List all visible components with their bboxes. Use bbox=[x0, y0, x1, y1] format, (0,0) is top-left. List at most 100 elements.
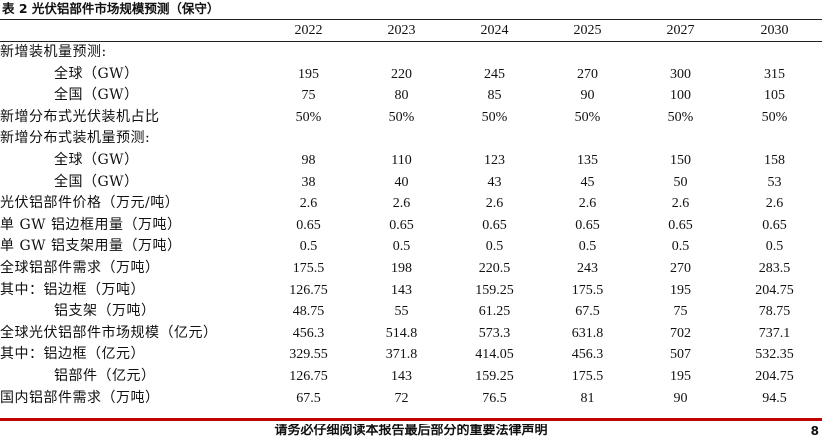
row-label: 国内铝部件需求（万吨） bbox=[0, 389, 160, 406]
table-cell: 245 bbox=[484, 66, 505, 82]
market-forecast-table: 2022 2023 2024 2025 2027 2030 新增装机量预测: 全球… bbox=[0, 20, 822, 409]
table-cell bbox=[541, 128, 634, 150]
table-cell: 175.5 bbox=[571, 368, 604, 384]
table-cell: 105 bbox=[764, 88, 785, 104]
table-cell: 329.55 bbox=[289, 347, 328, 363]
table-row: 其中：铝边框（万吨） 126.75 143 159.25 175.5 195 204.75 bbox=[0, 280, 822, 302]
table-row: 全球铝部件需求（万吨） 175.5 198 220.5 243 270 283.5 bbox=[0, 258, 822, 280]
table-cell: 220 bbox=[391, 66, 412, 82]
table-cell bbox=[262, 42, 355, 64]
table-cell: 631.8 bbox=[571, 325, 604, 341]
table-cell: 135 bbox=[577, 152, 598, 168]
table-cell: 2.6 bbox=[671, 196, 690, 212]
row-label: 其中：铝边框（亿元） bbox=[0, 346, 145, 363]
table-cell: 45 bbox=[580, 174, 595, 190]
table-cell: 159.25 bbox=[475, 282, 514, 298]
table-cell: 55 bbox=[394, 304, 409, 320]
table-row: 其中：铝边框（亿元） 329.55 371.8 414.05 456.3 507 532.3… bbox=[0, 344, 822, 366]
header-row: 2022 2023 2024 2025 2027 2030 bbox=[0, 20, 822, 42]
table-cell: 2.6 bbox=[299, 196, 318, 212]
table-row: 光伏铝部件价格（万元/吨） 2.6 2.6 2.6 2.6 2.6 2.6 bbox=[0, 193, 822, 215]
table-cell: 159.25 bbox=[475, 368, 514, 384]
table-row: 新增分布式装机量预测: bbox=[0, 128, 822, 150]
table-cell: 126.75 bbox=[289, 368, 328, 384]
table-cell: 67.5 bbox=[575, 304, 600, 320]
table-cell: 110 bbox=[391, 152, 412, 168]
table-row: 新增分布式光伏装机占比 50% 50% 50% 50% 50% 50% bbox=[0, 107, 822, 129]
table-row: 全球光伏铝部件市场规模（亿元） 456.3 514.8 573.3 631.8 702 73… bbox=[0, 323, 822, 345]
table-cell: 315 bbox=[764, 66, 785, 82]
header-year: 2027 bbox=[666, 23, 695, 38]
table-cell bbox=[727, 42, 822, 64]
table-row: 铝部件（亿元） 126.75 143 159.25 175.5 195 204.75 bbox=[0, 366, 822, 388]
table-cell bbox=[634, 128, 727, 150]
table-cell: 100 bbox=[670, 88, 691, 104]
table-cell: 50% bbox=[667, 109, 694, 125]
table-cell: 283.5 bbox=[758, 260, 791, 276]
table-cell: 0.65 bbox=[575, 217, 600, 233]
table-row: 国内铝部件需求（万吨） 67.5 72 76.5 81 90 94.5 bbox=[0, 388, 822, 410]
row-label: 全球（GW） bbox=[54, 151, 139, 168]
table-cell: 456.3 bbox=[571, 347, 604, 363]
table-cell: 198 bbox=[391, 260, 412, 276]
table-cell bbox=[727, 128, 822, 150]
legal-notice-footer: 请务必仔细阅读本报告最后部分的重要法律声明 bbox=[274, 424, 548, 438]
table-cell: 0.5 bbox=[671, 239, 690, 255]
table-cell: 243 bbox=[577, 260, 598, 276]
table-cell: 0.65 bbox=[296, 217, 321, 233]
row-label: 新增装机量预测: bbox=[0, 44, 107, 60]
header-rule bbox=[0, 41, 822, 42]
row-label: 单 GW 铝支架用量（万吨） bbox=[0, 238, 182, 255]
table-cell: 40 bbox=[394, 174, 409, 190]
table-cell: 195 bbox=[298, 66, 319, 82]
table-cell: 50% bbox=[761, 109, 788, 125]
table-cell: 300 bbox=[670, 66, 691, 82]
table-cell: 456.3 bbox=[292, 325, 325, 341]
row-label: 全国（GW） bbox=[54, 173, 139, 190]
table-cell: 126.75 bbox=[289, 282, 328, 298]
row-label: 铝支架（万吨） bbox=[54, 303, 156, 320]
row-label: 全球光伏铝部件市场规模（亿元） bbox=[0, 324, 218, 341]
header-year: 2024 bbox=[480, 23, 509, 38]
bottom-red-rule bbox=[0, 418, 822, 421]
table-cell: 532.35 bbox=[755, 347, 794, 363]
table-cell: 50% bbox=[481, 109, 508, 125]
table-cell: 98 bbox=[301, 152, 316, 168]
table-cell: 270 bbox=[670, 260, 691, 276]
table-cell: 75 bbox=[301, 88, 316, 104]
row-label: 全国（GW） bbox=[54, 87, 139, 104]
table-cell: 175.5 bbox=[571, 282, 604, 298]
table-body: 新增装机量预测: 全球（GW） 195 220 245 270 300 315 全国（GW） 75… bbox=[0, 42, 822, 409]
table-row: 新增装机量预测: bbox=[0, 42, 822, 64]
table-cell: 573.3 bbox=[478, 325, 511, 341]
table-cell: 50% bbox=[388, 109, 415, 125]
table-cell: 0.5 bbox=[485, 239, 504, 255]
table-cell: 220.5 bbox=[478, 260, 511, 276]
table-cell: 702 bbox=[670, 325, 691, 341]
table-cell: 50% bbox=[295, 109, 322, 125]
table-cell: 150 bbox=[670, 152, 691, 168]
header-year: 2022 bbox=[294, 23, 323, 38]
table-cell bbox=[448, 128, 541, 150]
row-label: 全球铝部件需求（万吨） bbox=[0, 259, 160, 276]
table-cell: 2.6 bbox=[392, 196, 411, 212]
table-cell: 50% bbox=[574, 109, 601, 125]
table-cell: 195 bbox=[670, 368, 691, 384]
table-cell bbox=[541, 42, 634, 64]
table-row: 铝支架（万吨） 48.75 55 61.25 67.5 75 78.75 bbox=[0, 301, 822, 323]
row-label: 新增分布式装机量预测: bbox=[0, 130, 151, 147]
row-label: 光伏铝部件价格（万元/吨） bbox=[0, 195, 180, 212]
table-cell: 737.1 bbox=[758, 325, 791, 341]
table-cell: 414.05 bbox=[475, 347, 514, 363]
table-cell: 158 bbox=[764, 152, 785, 168]
table-cell: 0.5 bbox=[578, 239, 597, 255]
table-cell: 204.75 bbox=[755, 282, 794, 298]
table-cell bbox=[634, 42, 727, 64]
header-year: 2023 bbox=[387, 23, 416, 38]
row-label: 铝部件（亿元） bbox=[54, 367, 156, 384]
table-cell: 43 bbox=[487, 174, 502, 190]
table-cell: 81 bbox=[580, 390, 595, 406]
table-cell: 94.5 bbox=[762, 390, 787, 406]
table-cell bbox=[448, 42, 541, 64]
table-row: 全球（GW） 98 110 123 135 150 158 bbox=[0, 150, 822, 172]
